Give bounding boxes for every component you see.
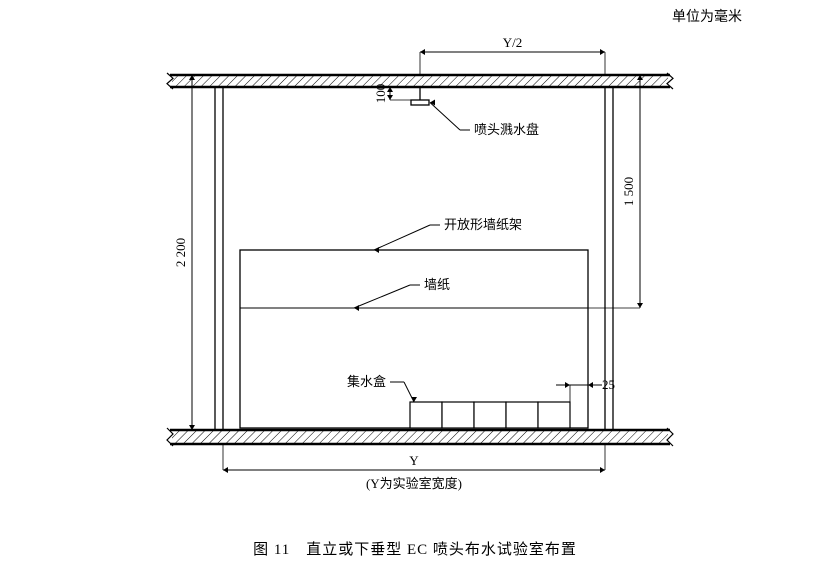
svg-text:100: 100 [373, 84, 388, 104]
figure-svg: Y/2 100 2 200 1 500 25 Y (Y为实验室宽度) 喷头溅水盘开放形墙纸架墙… [130, 30, 690, 500]
svg-text:2 200: 2 200 [173, 238, 188, 267]
svg-text:Y: Y [409, 453, 419, 468]
figure-caption: 图 11 直立或下垂型 EC 喷头布水试验室布置 [0, 538, 830, 559]
svg-text:集水盒: 集水盒 [347, 374, 386, 389]
unit-note-text: 单位为毫米 [672, 10, 742, 25]
svg-text:墙纸: 墙纸 [424, 277, 450, 292]
svg-text:(Y为实验室宽度): (Y为实验室宽度) [366, 476, 462, 491]
svg-text:喷头溅水盘: 喷头溅水盘 [474, 122, 539, 137]
svg-text:开放形墙纸架: 开放形墙纸架 [444, 217, 522, 232]
svg-text:1 500: 1 500 [621, 177, 636, 206]
svg-text:25: 25 [602, 377, 615, 392]
figure-caption-text: 图 11 直立或下垂型 EC 喷头布水试验室布置 [253, 542, 577, 558]
unit-note: 单位为毫米 [672, 6, 742, 26]
svg-text:Y/2: Y/2 [503, 35, 523, 50]
